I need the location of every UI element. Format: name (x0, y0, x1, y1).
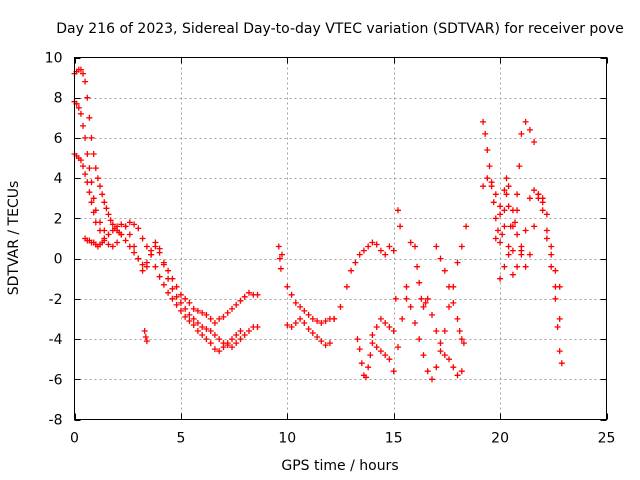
series-track-6 (284, 239, 397, 349)
plot-frame (74, 57, 607, 420)
y-tick-label: 4 (54, 171, 63, 187)
series-track-14 (497, 195, 563, 290)
y-tick-label: 0 (54, 252, 63, 268)
x-tick-label: 0 (70, 431, 79, 447)
series-track-4 (82, 235, 150, 345)
plus-markers (480, 175, 563, 322)
plus-markers (82, 235, 150, 345)
x-tick-label: 20 (491, 431, 509, 447)
series-track-9 (403, 223, 470, 383)
plus-markers (71, 98, 261, 351)
x-tick-label: 25 (598, 431, 616, 447)
x-tick-label: 15 (385, 431, 403, 447)
series-track-5 (275, 243, 338, 326)
y-tick-label: -8 (49, 413, 63, 429)
plus-markers (284, 239, 397, 349)
plus-markers (480, 118, 525, 254)
y-tick-label: 8 (54, 91, 63, 107)
y-tick-label: 6 (54, 131, 63, 147)
y-tick-label: -6 (49, 372, 63, 388)
series-track-11 (480, 118, 525, 254)
y-tick-label: -2 (49, 292, 63, 308)
plus-markers (369, 239, 465, 379)
grid (74, 57, 607, 420)
x-tick-label: 5 (176, 431, 185, 447)
series-track-13 (492, 118, 565, 367)
data-points (71, 66, 565, 383)
plus-markers (497, 195, 563, 290)
plus-markers (71, 66, 261, 326)
chart-title: Day 216 of 2023, Sidereal Day-to-day VTE… (56, 21, 624, 37)
tick-marks (74, 57, 608, 421)
series-track-10 (433, 243, 467, 347)
series-track-12 (480, 175, 563, 322)
y-tick-label: -4 (49, 332, 63, 348)
series-track-1 (71, 66, 261, 326)
plus-markers (275, 243, 338, 326)
y-tick-label: 2 (54, 211, 63, 227)
plus-markers (433, 243, 467, 347)
plus-markers (354, 207, 404, 381)
plus-markers (403, 223, 470, 383)
series-track-2 (71, 98, 261, 351)
series-track-7 (354, 207, 404, 381)
x-tick-label: 10 (278, 431, 296, 447)
y-axis-label: SDTVAR / TECUs (6, 181, 22, 296)
x-axis-label: GPS time / hours (281, 458, 398, 474)
tick-labels: 0 5 10 15 20 25 -8 -6 -4 -2 0 2 4 6 8 10 (45, 51, 616, 447)
series-track-8 (369, 239, 465, 379)
y-tick-label: 10 (45, 51, 63, 67)
plus-markers (492, 118, 565, 367)
